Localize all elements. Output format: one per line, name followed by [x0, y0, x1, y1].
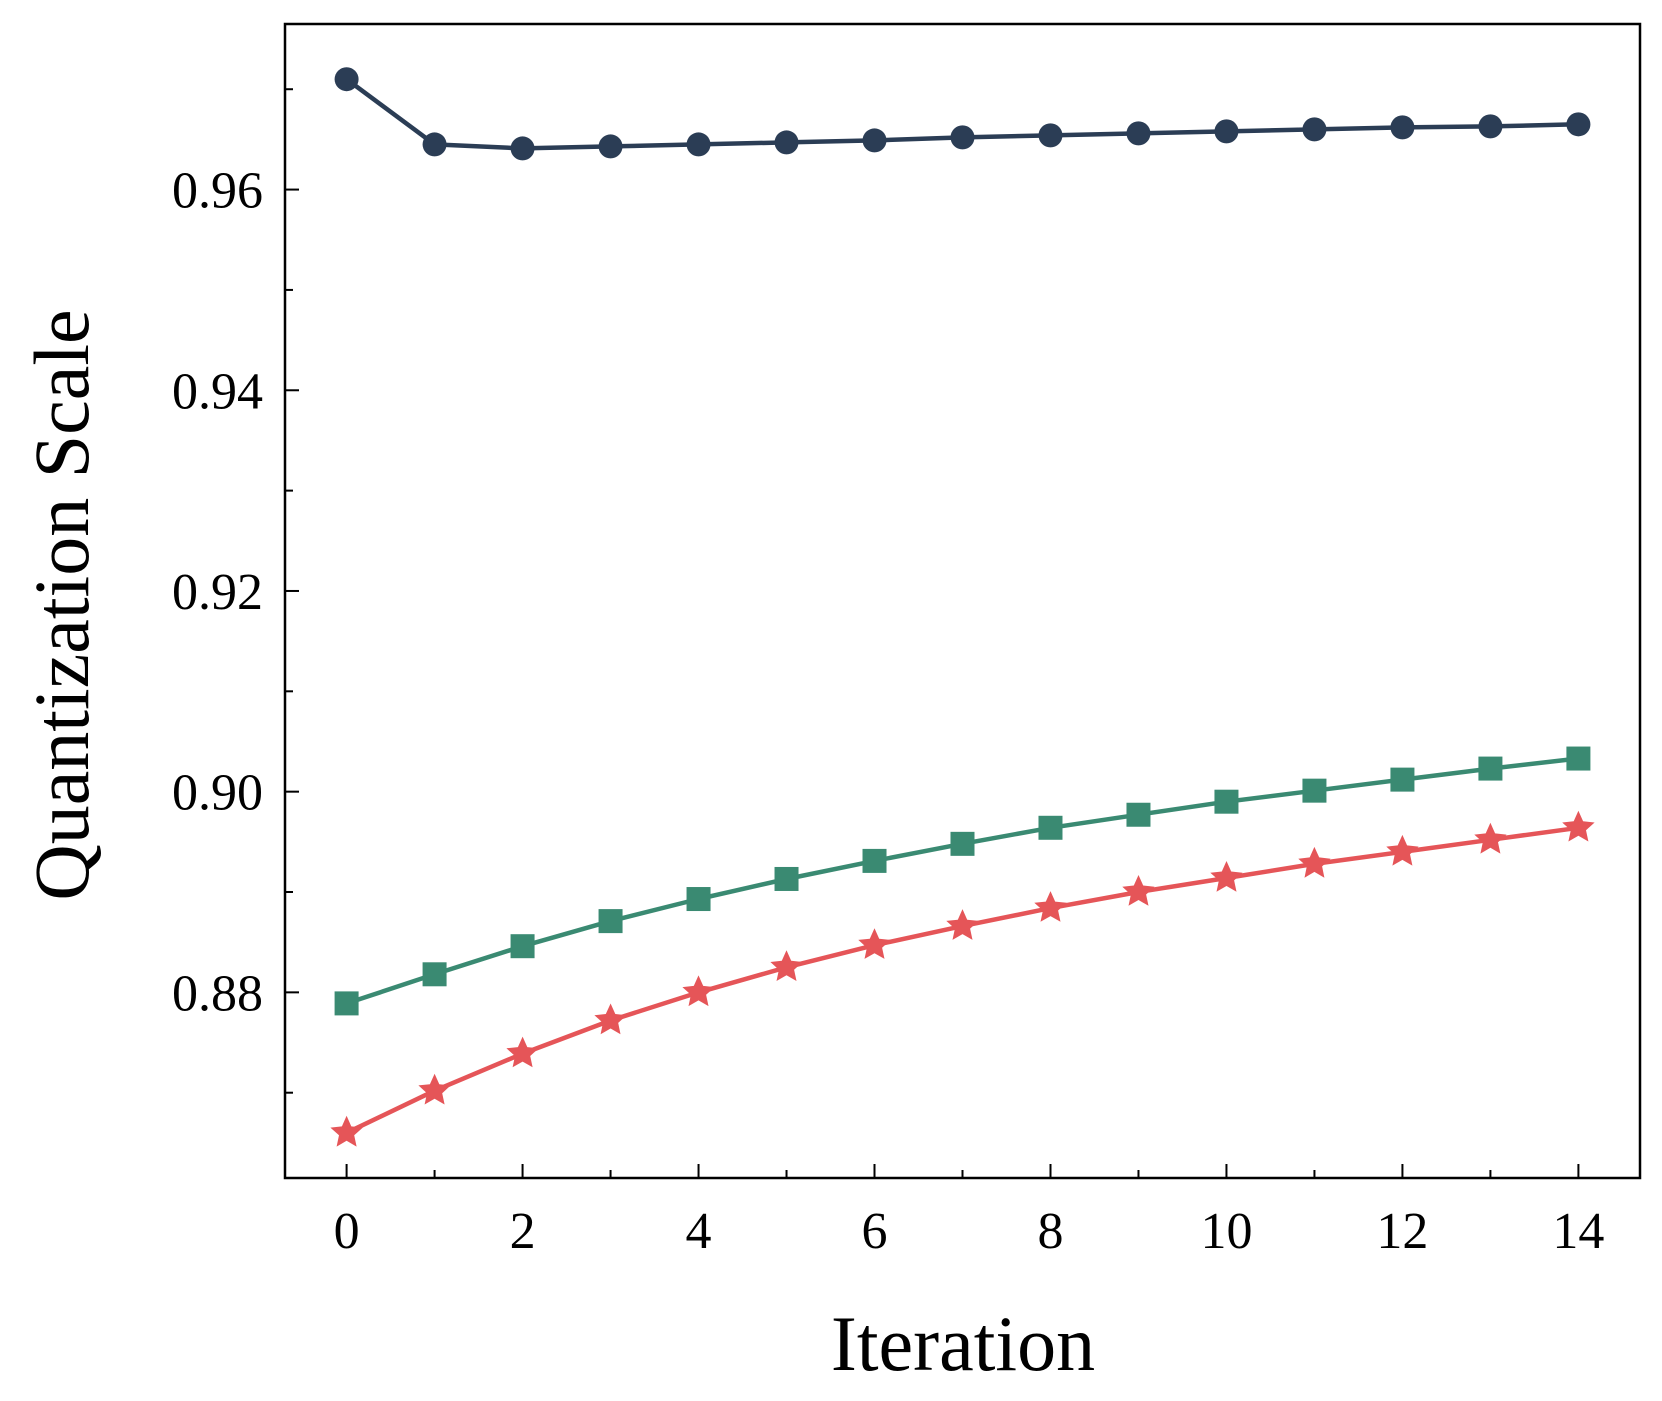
series-1-point	[862, 128, 887, 153]
series-1-point	[1566, 112, 1591, 137]
x-tick-label: 2	[510, 1203, 536, 1260]
series-1-point	[1390, 115, 1415, 140]
y-tick-label: 0.90	[172, 765, 263, 822]
y-axis-title: Quantization Scale	[18, 309, 105, 900]
series-3-point	[330, 1115, 363, 1147]
series-3-line	[345, 825, 1579, 1135]
series-3-point	[1386, 834, 1419, 866]
series-3-point	[1122, 875, 1155, 906]
series-3-point	[506, 1036, 539, 1068]
series-1-point	[1126, 121, 1151, 146]
series-2-line	[345, 756, 1579, 1006]
plot-frame	[283, 22, 1642, 1180]
series-2-point	[862, 848, 887, 873]
x-tick-label: 14	[1552, 1203, 1604, 1260]
x-tick-label: 10	[1200, 1203, 1252, 1260]
series-3-point	[418, 1073, 451, 1105]
series-1-point	[422, 132, 447, 157]
series-1-point	[1478, 114, 1503, 139]
series-2-point	[422, 962, 447, 987]
series-2-point	[1566, 746, 1591, 771]
series-3-point	[594, 1003, 627, 1035]
series-3-point	[1562, 810, 1595, 842]
series-2-point	[1390, 767, 1415, 792]
series-1-point	[950, 125, 975, 150]
series-2-point	[1126, 802, 1151, 827]
series-3-point	[682, 975, 715, 1007]
series-1-point	[334, 67, 359, 92]
series-2-point	[1478, 756, 1503, 781]
x-tick-label: 0	[334, 1203, 360, 1260]
x-tick-label: 12	[1376, 1203, 1428, 1260]
series-3-point	[1034, 891, 1067, 922]
series-3-point	[770, 950, 803, 981]
series-2-point	[334, 991, 359, 1016]
x-tick-label: 6	[862, 1203, 888, 1260]
series-2-point	[774, 866, 799, 891]
series-2-point	[510, 934, 535, 959]
x-tick-label: 4	[686, 1203, 712, 1260]
series-1-point	[774, 130, 799, 155]
series-1-point	[1038, 123, 1063, 148]
series-2-point	[598, 909, 623, 934]
series-3-point	[1210, 861, 1243, 892]
series-1-point	[510, 136, 535, 161]
series-3-point	[858, 928, 891, 959]
series-2-point	[1214, 789, 1239, 814]
series-2-point	[950, 831, 975, 856]
y-tick-label: 0.88	[172, 965, 263, 1022]
series-1-point	[1214, 119, 1239, 144]
x-axis-title: Iteration	[831, 1300, 1095, 1387]
series-1-point	[686, 132, 711, 157]
series-1-point	[1302, 117, 1327, 142]
plot-area: 0 2 4 6 8 10 12 14 0.88 0.90 0.92 0.94 0.96	[172, 22, 1642, 1260]
y-tick-label: 0.96	[172, 163, 263, 220]
y-tick-label: 0.92	[172, 564, 263, 621]
series-3-point	[1298, 846, 1331, 878]
series-2-point	[686, 887, 711, 912]
y-tick-label: 0.94	[172, 363, 263, 420]
series-3-point	[1474, 822, 1507, 854]
series-2-point	[1038, 815, 1063, 840]
series-3-point	[946, 909, 979, 940]
series-2-point	[1302, 778, 1327, 803]
x-tick-label: 8	[1037, 1203, 1063, 1260]
series-1-point	[598, 134, 623, 159]
